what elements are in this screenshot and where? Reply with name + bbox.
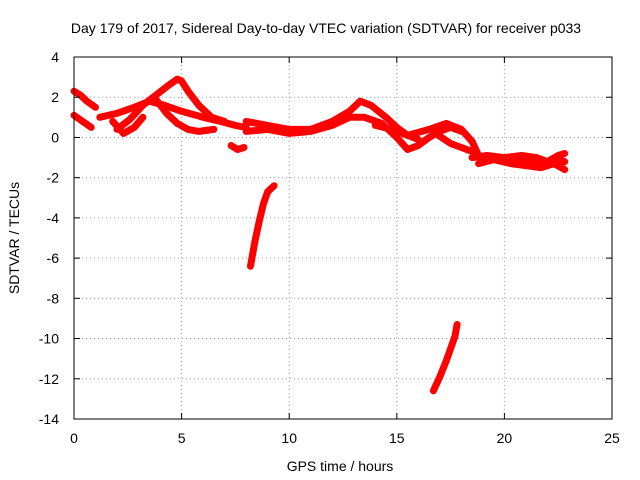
- x-tick-label: 25: [604, 430, 620, 446]
- data-series-sat-k: [371, 119, 483, 159]
- x-tick-label: 5: [178, 430, 186, 446]
- grid-lines: [74, 57, 612, 419]
- data-series-sat-b: [70, 111, 95, 131]
- y-tick-label: 2: [51, 89, 59, 105]
- data-series-sat-m: [429, 321, 461, 395]
- y-tick-label: -14: [39, 411, 59, 427]
- data-series-sat-f: [109, 113, 147, 137]
- data-series-group: [70, 75, 569, 395]
- data-series-sat-c: [96, 97, 250, 131]
- x-tick-label: 10: [281, 430, 297, 446]
- y-tick-label: -4: [47, 210, 60, 226]
- data-series-sat-n: [468, 150, 569, 166]
- data-series-sat-j: [242, 113, 465, 153]
- plot-frame: [73, 56, 613, 420]
- x-tick-label: 15: [389, 430, 405, 446]
- y-tick-label: -8: [47, 290, 60, 306]
- y-tick-label: -12: [39, 371, 59, 387]
- y-axis-label: SDTVAR / TECUs: [6, 182, 22, 294]
- x-tick-label: 20: [497, 430, 513, 446]
- x-axis-label: GPS time / hours: [287, 458, 394, 474]
- data-series-sat-a: [70, 87, 99, 111]
- x-tick-label: 0: [70, 430, 78, 446]
- y-tick-label: -6: [47, 250, 60, 266]
- axis-ticks: [73, 56, 613, 420]
- data-series-sat-d: [113, 75, 229, 133]
- y-tick-label: -10: [39, 331, 59, 347]
- y-tick-label: 0: [51, 129, 59, 145]
- chart-title: Day 179 of 2017, Sidereal Day-to-day VTE…: [71, 20, 581, 36]
- data-series-sat-e: [152, 95, 218, 135]
- y-tick-label: 4: [51, 49, 59, 65]
- data-series-sat-p: [500, 154, 569, 170]
- y-tick-label: -2: [47, 170, 60, 186]
- data-series-sat-h: [247, 182, 278, 270]
- data-series-sat-g: [227, 142, 248, 153]
